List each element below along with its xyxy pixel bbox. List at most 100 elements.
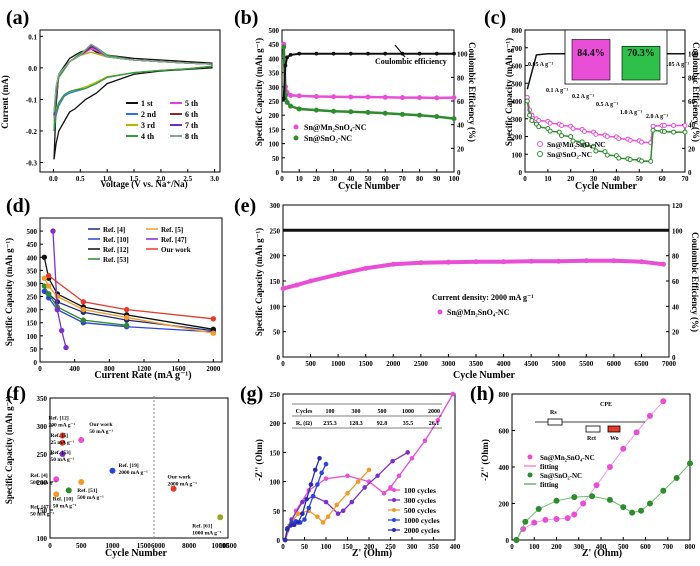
legend-label: 300 cycles (404, 496, 436, 505)
point-label: Ref. [61] (192, 523, 212, 529)
capacity-point (473, 259, 479, 265)
x-tick-label: 250 (385, 543, 396, 551)
x-tick-label: 60 (382, 175, 390, 183)
eis-point (564, 515, 571, 522)
capacity-point (524, 98, 530, 104)
y-tick-label: -0.1 (26, 96, 38, 104)
y-tick-label: 300 (269, 84, 280, 92)
rate-point (80, 306, 87, 313)
y-tick-label: 100 (512, 151, 523, 159)
x-tick-label: 300 (574, 543, 585, 551)
y-tick-label: 50 (273, 329, 281, 337)
legend-label: fitting (540, 463, 559, 471)
y-tick-label: 50 (273, 508, 281, 516)
rate-line (48, 275, 214, 320)
x-tick-label: 0 (281, 360, 285, 368)
capacity-point (501, 259, 507, 265)
x-tick-label: 30 (590, 175, 598, 183)
eis-point (390, 458, 395, 464)
capacity-point (593, 131, 599, 137)
rate-label: 2.0 A g⁻¹ (646, 114, 668, 120)
y-tick-label: 800 (512, 27, 523, 35)
inset-bar (621, 45, 661, 81)
eis-point (345, 490, 350, 496)
capacity-point (331, 108, 337, 114)
plot-e: 0 500 1000 1500 2000 2500 3000 3500 4000 4500 5000… (270, 202, 684, 368)
ylabel-f: Specific Capacity (mAh g⁻¹) (4, 396, 14, 504)
y-tick-label: 0 (277, 354, 281, 362)
eis-point (285, 527, 290, 532)
capacity-point (639, 158, 645, 164)
y-tick-label: 800 (499, 391, 510, 399)
y-tick-label: -0.3 (26, 160, 38, 168)
x-tick-label: 100 (449, 175, 460, 183)
y-tick-label: 250 (27, 294, 38, 302)
capacity-point (451, 95, 457, 101)
x-tick-label: 90 (433, 175, 441, 183)
capacity-point (661, 122, 667, 128)
legend-label: 5 th (185, 99, 199, 108)
capacity-point (399, 111, 405, 117)
capacity-point (284, 99, 290, 105)
ce-point (383, 51, 388, 56)
x-tick-label: 10000 (211, 542, 229, 550)
xlabel-e: Cycle Number (453, 370, 515, 381)
point-label: Ref. [47] (30, 504, 50, 510)
capacity-point (296, 106, 302, 112)
y-tick-label: 450 (27, 241, 38, 249)
legend-label: 4 th (141, 132, 155, 141)
comparison-point (53, 476, 60, 483)
point-label: 50 mA g⁻¹ (30, 511, 54, 517)
comparison-point (59, 432, 66, 439)
point-label: Ref. [19] (119, 463, 139, 469)
table-cell: 235.3 (323, 421, 337, 427)
cv-curve-1 (53, 48, 213, 160)
circuit-label: Rct (587, 436, 596, 442)
eis-point (366, 467, 372, 473)
eis-point (620, 445, 627, 452)
capacity-point (445, 259, 451, 265)
plot-frame (39, 217, 223, 363)
y-tick-label: 500 (269, 27, 280, 35)
ce-point (288, 52, 293, 57)
x-tick-label: 0 (38, 365, 42, 373)
xlabel-b: Cycle Number (338, 181, 400, 192)
x-tick-label: 10 (296, 175, 304, 183)
point-label: 50 mA g⁻¹ (89, 429, 113, 435)
legend-label: 100 cycles (404, 486, 436, 495)
y-tick-label: 0.1 (28, 33, 37, 41)
capacity-point (583, 258, 589, 264)
point-label: Ref. [12] (49, 416, 69, 422)
x-tick-label: 200 (364, 543, 375, 551)
y2-tick-label: 60 (457, 98, 465, 106)
cv-curve-4 (53, 45, 213, 132)
capacity-point (671, 122, 677, 128)
capacity-point (593, 148, 599, 154)
point-label: 50 mA g⁻¹ (53, 503, 77, 509)
capacity-point (627, 137, 633, 143)
legend-label: 1000 cycles (404, 516, 440, 525)
capacity-point (399, 95, 405, 101)
capacity-point (661, 129, 667, 135)
y-tick-label: 0 (519, 169, 523, 177)
point-label: 2000 mA g⁻¹ (119, 470, 149, 476)
eis-point (315, 482, 320, 487)
rate-point (58, 327, 65, 334)
eis-point (553, 497, 560, 504)
y2label-e: Coulombic Efficiency (%) (690, 232, 700, 332)
table-header-cell: 2000 (428, 409, 440, 415)
capacity-point (335, 271, 341, 277)
y-tick-label: 350 (27, 267, 38, 275)
x-tick-label: 500 (618, 543, 629, 551)
x-tick-label: 2500 (414, 360, 429, 368)
capacity-line (282, 258, 664, 291)
y-tick-label: 250 (37, 451, 48, 459)
inset-bar-label: 84.4% (577, 48, 605, 59)
y-tick-label: 200 (499, 501, 510, 509)
capacity-point (363, 265, 369, 271)
plot-frame (282, 204, 670, 358)
annotation-arrow (394, 44, 406, 58)
panel-label-a: (a) (6, 7, 29, 29)
